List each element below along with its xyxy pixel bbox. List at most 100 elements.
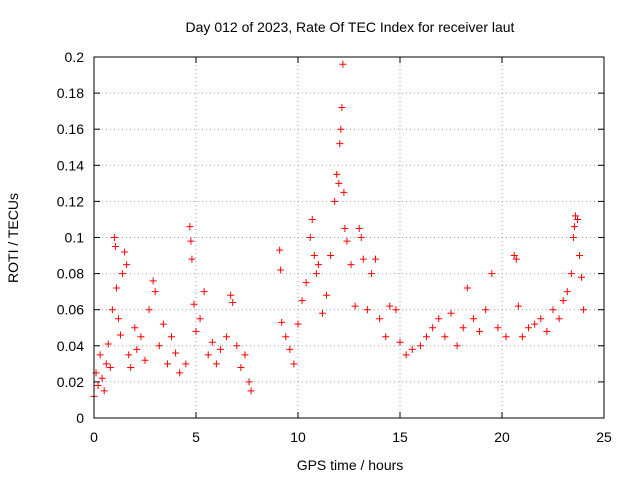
y-tick-label: 0.18 — [57, 85, 84, 101]
data-point — [200, 288, 208, 296]
data-point — [578, 273, 586, 281]
data-point — [333, 170, 341, 178]
data-point — [482, 306, 490, 314]
data-point — [363, 306, 371, 314]
data-point — [159, 320, 167, 328]
data-point — [502, 333, 510, 341]
data-point — [182, 360, 190, 368]
y-axis-label: ROTI / TECUs — [5, 193, 21, 283]
data-point — [543, 327, 551, 335]
data-point — [245, 378, 253, 386]
data-point — [338, 104, 346, 112]
y-tick-label: 0 — [76, 410, 84, 426]
y-tick-label: 0.2 — [65, 49, 85, 65]
data-point — [531, 320, 539, 328]
data-point — [94, 382, 102, 390]
data-point — [100, 387, 108, 395]
data-point — [208, 338, 216, 346]
data-point — [188, 255, 196, 263]
data-point — [392, 306, 400, 314]
data-point — [559, 297, 567, 305]
data-point — [372, 255, 380, 263]
data-point — [514, 302, 522, 310]
data-point — [351, 302, 359, 310]
data-point — [463, 284, 471, 292]
data-point — [376, 315, 384, 323]
data-point — [108, 306, 116, 314]
data-point — [137, 333, 145, 341]
data-point — [453, 342, 461, 350]
data-point — [336, 140, 344, 148]
data-point — [312, 270, 320, 278]
data-point — [459, 324, 467, 332]
data-point — [186, 223, 194, 231]
data-point — [341, 224, 349, 232]
data-point — [102, 360, 110, 368]
x-tick-label: 25 — [596, 429, 612, 445]
x-tick-label: 0 — [90, 429, 98, 445]
data-point — [278, 318, 286, 326]
data-point — [447, 309, 455, 317]
chart-title: Day 012 of 2023, Rate Of TEC Index for r… — [186, 19, 515, 35]
data-point — [510, 252, 518, 260]
data-point — [429, 324, 437, 332]
data-point — [488, 270, 496, 278]
data-point — [580, 306, 588, 314]
data-point — [408, 345, 416, 353]
data-points — [90, 60, 588, 400]
data-point — [119, 270, 127, 278]
x-tick-label: 15 — [392, 429, 408, 445]
data-point — [114, 315, 122, 323]
data-point — [576, 252, 584, 260]
y-tick-label: 0.02 — [57, 374, 84, 390]
data-point — [416, 342, 424, 350]
data-point — [111, 243, 119, 251]
data-point — [216, 345, 224, 353]
data-point — [357, 234, 365, 241]
data-point — [555, 315, 563, 323]
axes: 0 0.02 0.04 0.06 0.08 0.1 0.12 0.14 0.16 0.18 0.2 0… — [57, 49, 612, 445]
data-point — [233, 342, 241, 350]
data-point — [518, 333, 526, 341]
data-point — [98, 374, 106, 382]
data-point — [573, 215, 581, 223]
data-point — [308, 215, 316, 223]
data-point — [367, 270, 375, 278]
data-point — [537, 315, 545, 323]
data-point — [423, 333, 431, 341]
data-point — [294, 320, 302, 328]
data-point — [190, 300, 198, 308]
data-point — [347, 261, 355, 269]
y-tick-label: 0.1 — [65, 230, 85, 246]
data-point — [127, 363, 135, 371]
data-point — [570, 223, 578, 231]
data-point — [290, 360, 298, 368]
data-point — [441, 333, 449, 341]
data-point — [282, 333, 290, 341]
data-point — [337, 125, 345, 133]
data-point — [104, 340, 112, 348]
data-point — [106, 363, 114, 371]
data-point — [125, 351, 133, 359]
data-point — [204, 351, 212, 359]
data-point — [563, 288, 571, 296]
data-point — [227, 291, 235, 299]
x-tick-label: 20 — [494, 429, 510, 445]
grid-lines — [94, 57, 604, 418]
data-point — [133, 345, 141, 353]
data-point — [567, 270, 575, 278]
data-point — [163, 360, 171, 368]
data-point — [340, 188, 348, 196]
data-point — [241, 351, 249, 359]
data-point — [168, 333, 176, 341]
data-point — [277, 266, 285, 274]
data-point — [302, 279, 310, 287]
data-point — [382, 333, 390, 341]
data-point — [229, 298, 237, 306]
data-point — [469, 315, 477, 323]
y-tick-label: 0.08 — [57, 266, 84, 282]
data-point — [247, 387, 255, 395]
data-point — [145, 306, 153, 314]
